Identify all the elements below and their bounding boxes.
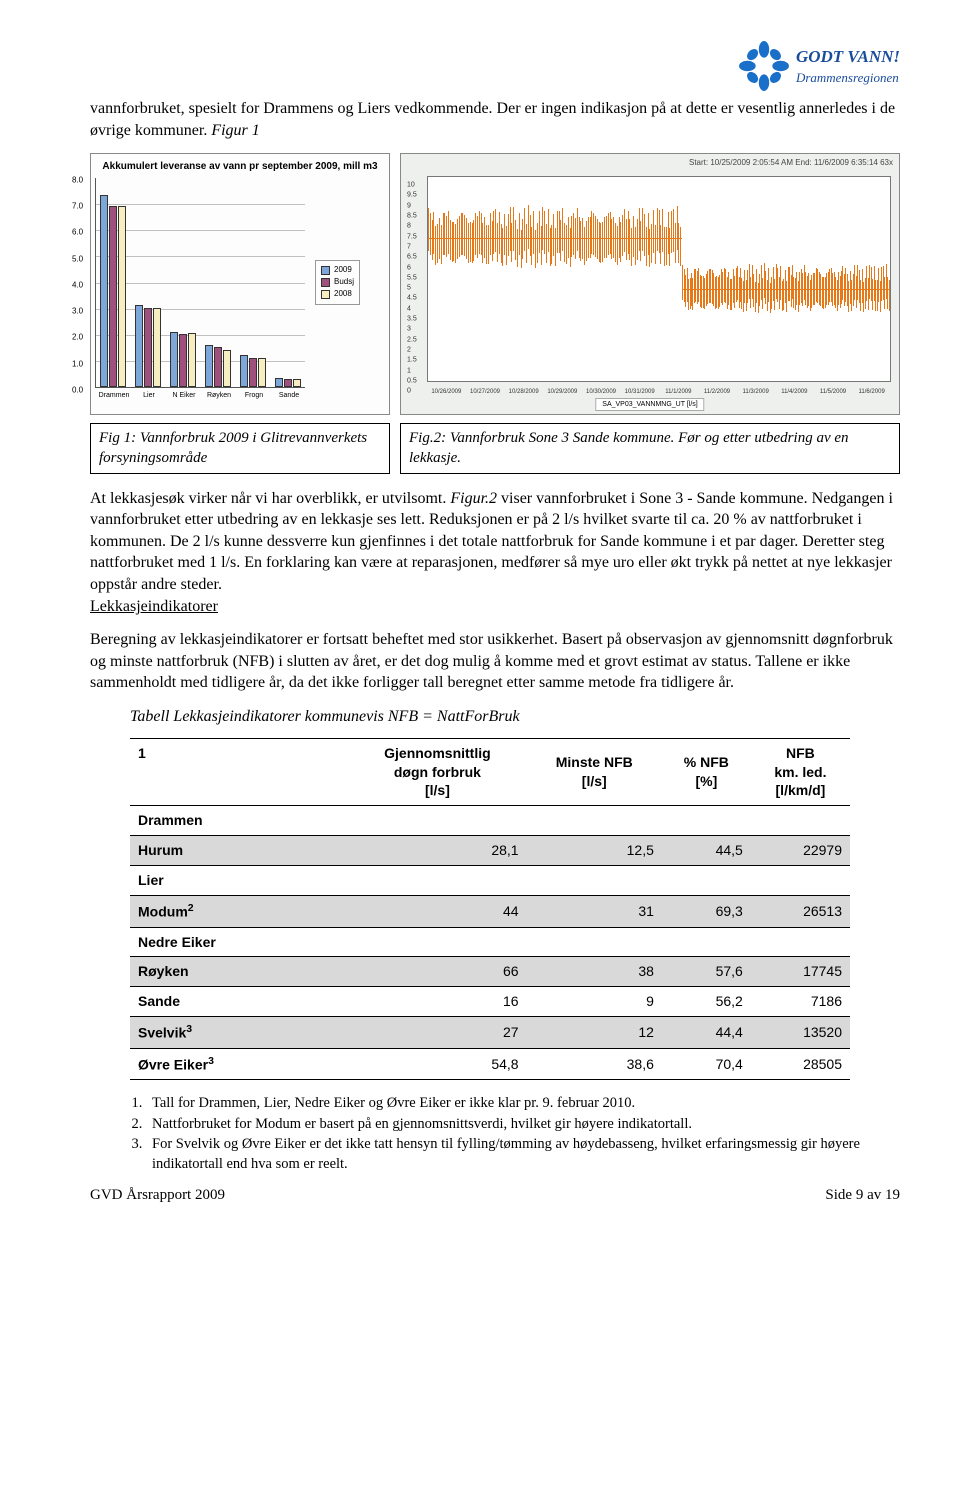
line-chart-panel: Start: 10/25/2009 2:05:54 AM End: 11/6/2… [400, 153, 900, 415]
bar-chart-title: Akkumulert leveranse av vann pr septembe… [95, 160, 385, 174]
intro-paragraph: vannforbruket, spesielt for Drammens og … [90, 98, 900, 141]
page-footer: GVD Årsrapport 2009 Side 9 av 19 [90, 1185, 900, 1205]
footer-left: GVD Årsrapport 2009 [90, 1185, 225, 1205]
lc-header-right: Start: 10/25/2009 2:05:54 AM End: 11/6/2… [689, 158, 893, 169]
table-caption: Tabell Lekkasjeindikatorer kommunevis NF… [130, 706, 900, 728]
p1-figref: Figur.2 [450, 490, 497, 507]
intro-figref: Figur 1 [211, 122, 259, 139]
paragraph-1: At lekkasjesøk virker når vi har overbli… [90, 488, 900, 618]
logo-mark-icon [738, 40, 790, 92]
logo: GODT VANN! Drammensregionen [738, 40, 900, 92]
logo-text: GODT VANN! Drammensregionen [796, 46, 900, 86]
header-logo-row: GODT VANN! Drammensregionen [90, 40, 900, 92]
bar-chart-legend: 2009Budsj2008 [315, 260, 360, 304]
bar-chart-plot: 0.01.02.03.04.05.06.07.08.0DrammenLierN … [95, 178, 305, 388]
line-chart-plot [427, 176, 891, 382]
caption-right: Fig.2: Vannforbruk Sone 3 Sande kommune.… [400, 423, 900, 474]
logo-subtitle: Drammensregionen [796, 69, 900, 87]
caption-row: Fig 1: Vannforbruk 2009 i Glitrevannverk… [90, 423, 900, 474]
caption-left: Fig 1: Vannforbruk 2009 i Glitrevannverk… [90, 423, 390, 474]
line-chart-header: Start: 10/25/2009 2:05:54 AM End: 11/6/2… [407, 158, 893, 169]
logo-title: GODT VANN! [796, 46, 900, 69]
bar-chart-panel: Akkumulert leveranse av vann pr septembe… [90, 153, 390, 415]
figures-row: Akkumulert leveranse av vann pr septembe… [90, 153, 900, 415]
table-body: DrammenHurum28,112,544,522979LierModum24… [130, 806, 850, 1080]
footnotes: Tall for Drammen, Lier, Nedre Eiker og Ø… [146, 1094, 900, 1174]
p1a: At lekkasjesøk virker når vi har overbli… [90, 490, 450, 507]
table-header-row: 1Gjennomsnittligdøgn forbruk[l/s]Minste … [130, 738, 850, 806]
paragraph-2: Beregning av lekkasjeindikatorer er fort… [90, 629, 900, 694]
line-chart: Start: 10/25/2009 2:05:54 AM End: 11/6/2… [401, 154, 899, 414]
footer-right: Side 9 av 19 [825, 1185, 900, 1205]
p1-underline: Lekkasjeindikatorer [90, 598, 218, 615]
nfb-table: 1Gjennomsnittligdøgn forbruk[l/s]Minste … [130, 738, 850, 1081]
line-chart-legend: SA_VP03_VANNMNG_UT [l/s] [595, 398, 704, 411]
